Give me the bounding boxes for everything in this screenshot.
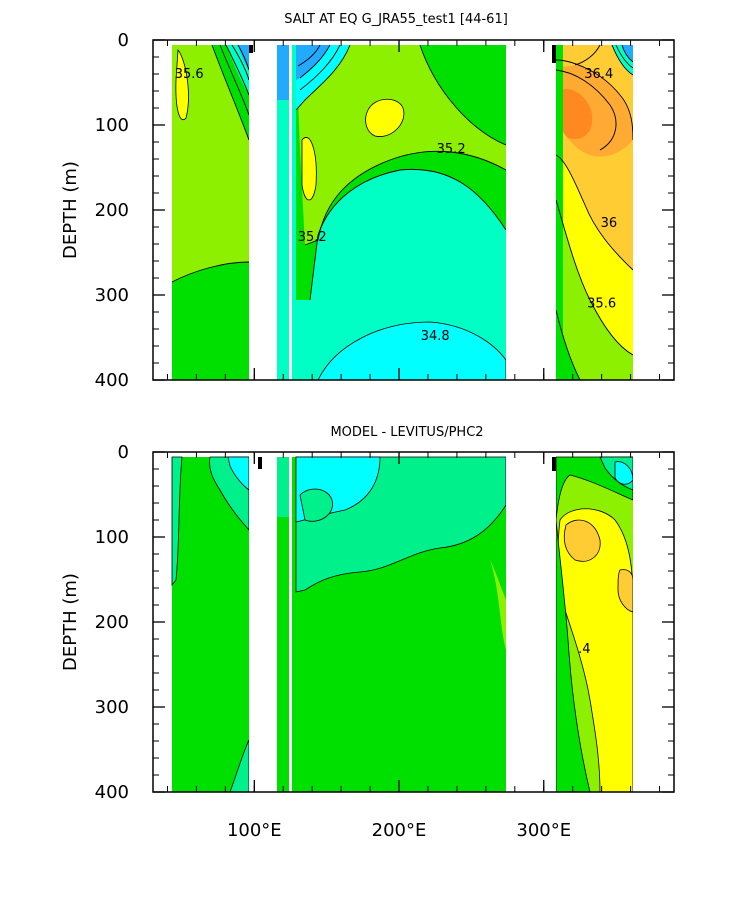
salinity-region	[301, 137, 317, 201]
contour-label: 36.4	[584, 67, 613, 82]
salinity-region	[558, 89, 593, 140]
land-mask	[249, 40, 674, 380]
contour-label: 35.6	[587, 297, 616, 312]
difference-region	[563, 519, 601, 562]
difference-region	[555, 519, 591, 792]
salinity-region	[296, 45, 330, 80]
salinity-region	[238, 45, 249, 70]
difference-region	[227, 456, 250, 491]
coast-mark	[552, 45, 556, 63]
difference-region	[614, 461, 634, 485]
salinity-region	[317, 321, 507, 380]
contour-labels: .4	[578, 642, 590, 657]
y-tick-label: 400	[95, 370, 129, 391]
salinity-region	[556, 200, 633, 380]
salinity-region	[277, 45, 289, 100]
difference-region	[277, 457, 289, 517]
contour-label: 34.8	[421, 329, 450, 344]
panel-bottom: MODEL - LEVITUS/PHC2 DEPTH (m)	[60, 425, 675, 841]
contour-label: .4	[578, 642, 590, 657]
x-tick-label: 100°E	[227, 820, 282, 841]
salinity-region	[296, 45, 506, 245]
y-tick-label: 200	[95, 200, 129, 221]
difference-region	[617, 569, 634, 613]
panel-top-ylabel: DEPTH (m)	[60, 161, 81, 259]
difference-region	[292, 457, 296, 792]
panel-top-axes: 0 100 200 300 400	[95, 30, 674, 391]
y-tick-label: 100	[95, 115, 129, 136]
difference-region	[299, 488, 333, 522]
contour-label: 36	[601, 216, 618, 231]
contour-label: 35.6	[175, 67, 204, 82]
panel-bottom-ylabel: DEPTH (m)	[60, 573, 81, 671]
x-tick-label: 300°E	[516, 820, 571, 841]
salinity-region	[175, 48, 189, 121]
panel-top: SALT AT EQ G_JRA55_test1 [44-61] DEPTH (…	[60, 12, 675, 391]
coast-mark	[258, 457, 262, 469]
salinity-region	[365, 98, 405, 137]
contour-lines	[171, 44, 634, 380]
y-tick-label: 300	[95, 697, 129, 718]
difference-region	[171, 456, 183, 587]
contour-label: 35.2	[298, 230, 327, 245]
y-tick-label: 200	[95, 612, 129, 633]
panel-top-field: 35.6 36.4 35.2 35.2 36 35.6 34.8	[153, 40, 674, 380]
y-tick-label: 300	[95, 285, 129, 306]
y-tick-label: 400	[95, 782, 129, 803]
salinity-region	[622, 45, 633, 62]
panel-bottom-title: MODEL - LEVITUS/PHC2	[330, 425, 483, 440]
panel-bottom-field: .4	[153, 452, 674, 792]
salinity-region	[277, 45, 289, 380]
salinity-region	[292, 45, 296, 380]
x-tick-label: 200°E	[372, 820, 427, 841]
contour-label: 35.2	[437, 142, 466, 157]
y-tick-label: 0	[118, 442, 129, 463]
difference-region	[490, 560, 506, 650]
salinity-region	[172, 262, 249, 380]
y-tick-label: 100	[95, 527, 129, 548]
coast-mark	[552, 457, 556, 471]
y-tick-label: 0	[118, 30, 129, 51]
panel-bottom-axes: 100°E 200°E 300°E 0 100 200 300 400	[95, 442, 674, 841]
coast-mark	[249, 45, 253, 53]
difference-region	[277, 457, 289, 792]
panel-top-title: SALT AT EQ G_JRA55_test1 [44-61]	[284, 12, 508, 27]
contour-labels: 35.6 36.4 35.2 35.2 36 35.6 34.8	[175, 67, 617, 344]
